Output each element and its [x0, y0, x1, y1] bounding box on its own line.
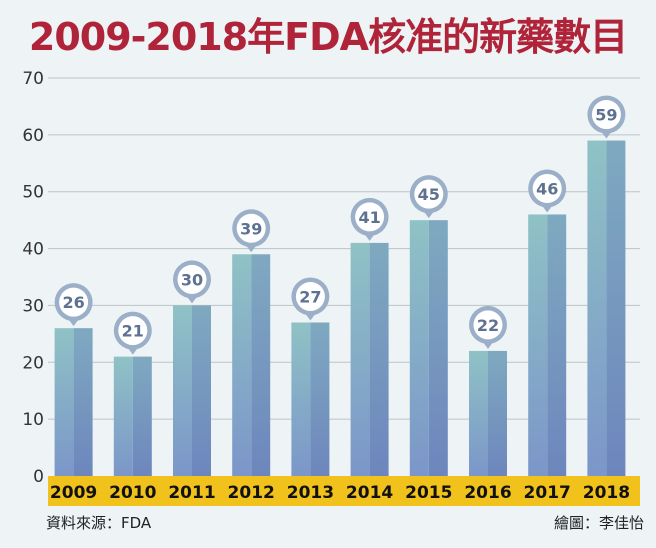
data-label-pin: 26 [54, 283, 93, 327]
y-tick-label: 20 [22, 353, 44, 373]
data-label: 41 [358, 208, 380, 227]
bar-left-face [587, 140, 607, 477]
pin-face [118, 316, 148, 346]
y-tick-label: 10 [22, 410, 44, 430]
bar-right-face [369, 242, 389, 476]
x-tick-label: 2018 [583, 483, 630, 503]
y-tick-label: 60 [22, 126, 44, 146]
x-tick-label: 2012 [228, 483, 275, 503]
bar-2014: 41 [350, 197, 389, 476]
x-tick-label: 2011 [168, 483, 215, 503]
bar-2012: 39 [232, 209, 271, 476]
pin-face [591, 100, 621, 130]
bar-right-face [488, 350, 507, 476]
data-label: 39 [240, 219, 262, 238]
data-label: 59 [595, 106, 617, 125]
bar-right-face [547, 214, 567, 476]
data-label-pin: 22 [469, 305, 507, 349]
bar-2018: 59 [587, 95, 626, 477]
x-tick-label: 2015 [405, 483, 452, 503]
y-tick-label: 30 [22, 296, 44, 316]
bar-left-face [469, 350, 488, 476]
x-tick-label: 2009 [50, 483, 97, 503]
credit-note: 繪圖：李佳怡 [553, 514, 644, 532]
bar-2011: 30 [173, 260, 211, 476]
pin-face [355, 202, 385, 232]
bar-left-face [232, 254, 252, 476]
source-note: 資料來源：FDA [46, 514, 152, 532]
y-tick-label: 0 [33, 467, 44, 487]
x-tick-label: 2016 [464, 483, 511, 503]
data-label: 22 [477, 316, 499, 335]
bar-right-face [132, 356, 152, 476]
bar-left-face [173, 305, 192, 476]
y-tick-label: 50 [22, 183, 44, 203]
bar-2015: 45 [409, 175, 448, 476]
bar-left-face [113, 356, 133, 476]
data-label: 26 [62, 293, 84, 312]
data-label: 21 [122, 322, 144, 341]
bar-right-face [606, 140, 626, 477]
bar-right-face [428, 220, 448, 476]
data-label-pin: 59 [587, 95, 626, 139]
bar-right-face [310, 322, 330, 476]
data-label: 45 [418, 185, 440, 204]
bar-2016: 22 [469, 305, 507, 476]
bar-right-face [251, 254, 271, 476]
pin-face [236, 213, 266, 243]
x-tick-label: 2017 [524, 483, 571, 503]
x-tick-label: 2014 [346, 483, 393, 503]
bar-left-face [54, 328, 74, 476]
bar-left-face [528, 214, 548, 476]
pin-face [473, 310, 503, 340]
bar-2010: 21 [113, 311, 152, 476]
bar-left-face [409, 220, 429, 476]
bar-left-face [291, 322, 311, 476]
pin-face [59, 287, 89, 317]
bar-2013: 27 [291, 277, 330, 476]
y-tick-label: 70 [22, 69, 44, 89]
x-axis: 2009 2010 2011 2012 2013 2014 2015 2016 2017 2018 [50, 483, 630, 503]
pin-face [295, 281, 325, 311]
bar-right-face [192, 305, 211, 476]
x-axis-band [48, 476, 640, 506]
pin-face [177, 264, 207, 294]
bar-left-face [350, 242, 370, 476]
data-label-pin: 45 [409, 175, 448, 219]
data-label: 27 [299, 287, 321, 306]
y-tick-label: 40 [22, 240, 44, 260]
chart-title: 2009-2018年FDA核准的新藥數目 [28, 15, 628, 59]
bar-right-face [73, 328, 93, 476]
bars: 26 21 30 39 27 41 45 22 46 59 [54, 95, 626, 477]
data-label-pin: 27 [291, 277, 330, 321]
data-label-pin: 39 [232, 209, 271, 253]
data-label: 30 [181, 270, 203, 289]
data-label: 46 [536, 179, 558, 198]
data-label-pin: 21 [113, 311, 152, 355]
bar-2009: 26 [54, 283, 93, 476]
bar-2017: 46 [528, 169, 567, 476]
data-label-pin: 30 [173, 260, 211, 304]
pin-face [532, 173, 562, 203]
x-tick-label: 2010 [109, 483, 156, 503]
data-label-pin: 46 [528, 169, 567, 213]
x-tick-label: 2013 [287, 483, 334, 503]
pin-face [414, 179, 444, 209]
y-axis: 0 10 20 30 40 50 60 70 [22, 69, 44, 487]
data-label-pin: 41 [350, 197, 389, 241]
